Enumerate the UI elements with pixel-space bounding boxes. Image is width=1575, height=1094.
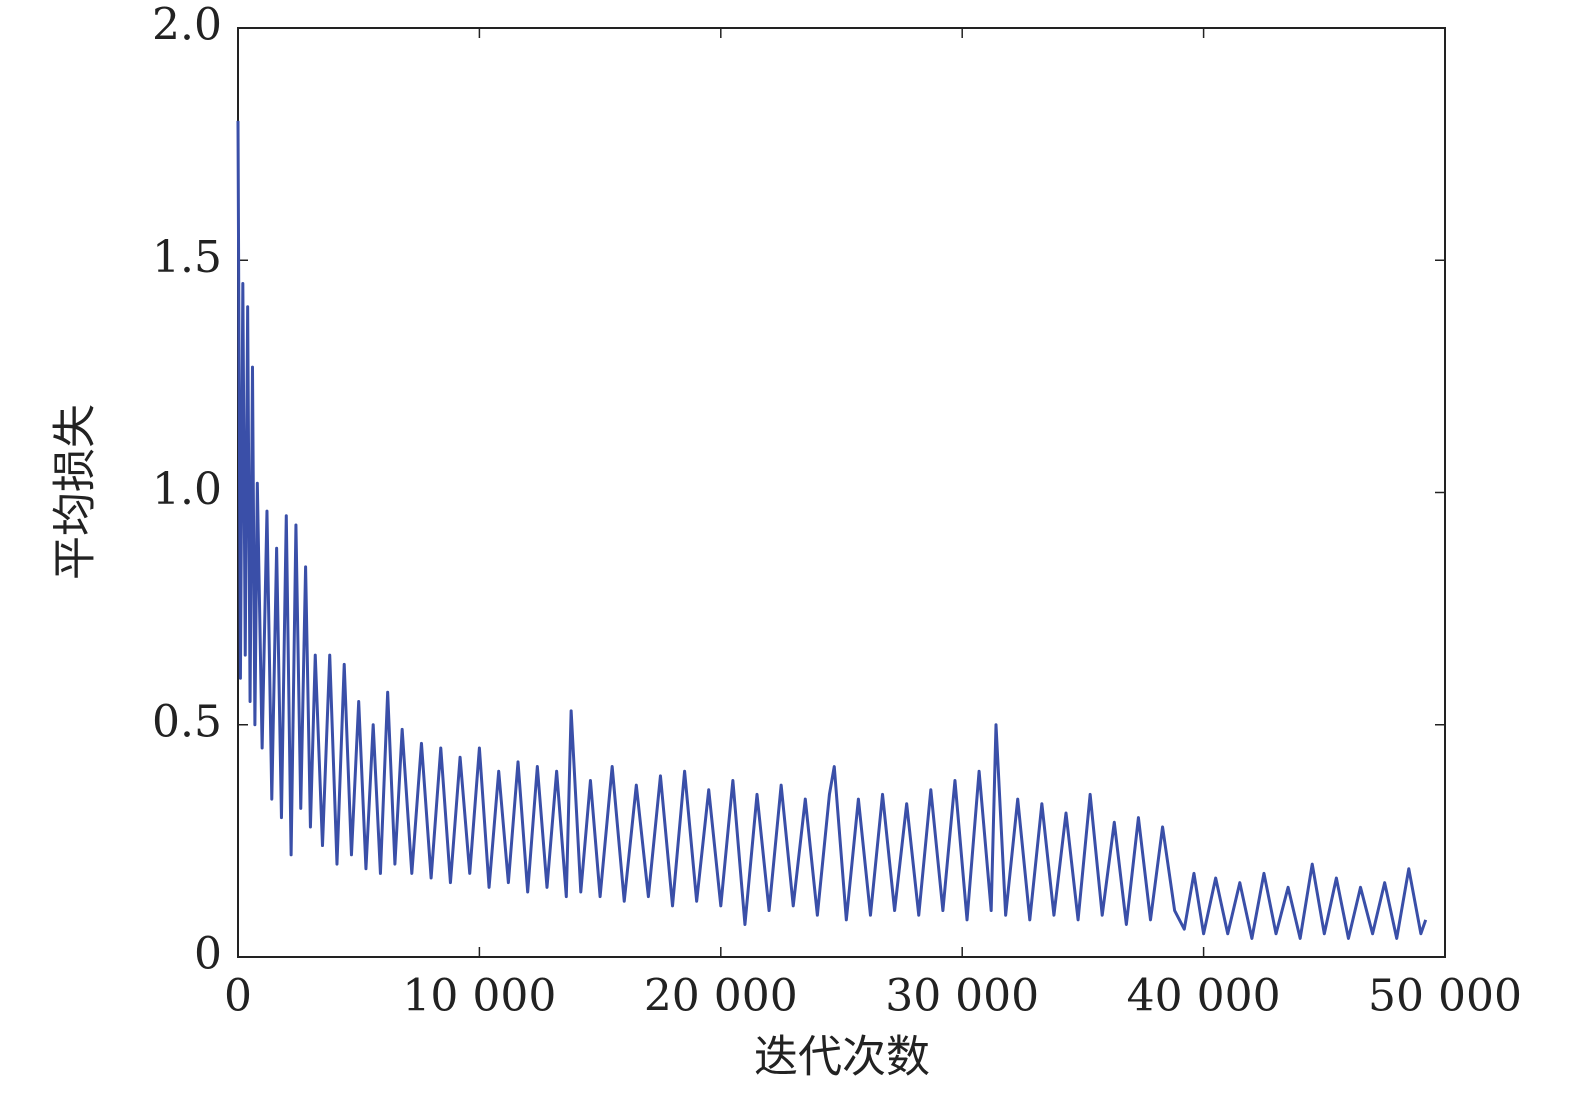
x-tick-label: 0 bbox=[224, 971, 252, 1022]
x-tick-label: 40 000 bbox=[1127, 971, 1281, 1022]
y-tick-label: 0 bbox=[194, 929, 222, 980]
y-tick-label: 0.5 bbox=[152, 696, 222, 747]
x-axis-label: 迭代次数 bbox=[754, 1032, 930, 1083]
plot-frame bbox=[237, 27, 1446, 958]
x-tick-label: 30 000 bbox=[885, 971, 1039, 1022]
y-tick-label: 1.0 bbox=[152, 464, 222, 515]
y-tick-label: 1.5 bbox=[152, 232, 222, 283]
x-tick-label: 20 000 bbox=[644, 971, 798, 1022]
y-tick-label: 2.0 bbox=[152, 0, 222, 51]
x-tick-label: 50 000 bbox=[1368, 971, 1522, 1022]
y-axis-label: 平均损失 bbox=[50, 404, 101, 580]
x-tick-label: 10 000 bbox=[402, 971, 556, 1022]
loss-line bbox=[236, 120, 1428, 940]
